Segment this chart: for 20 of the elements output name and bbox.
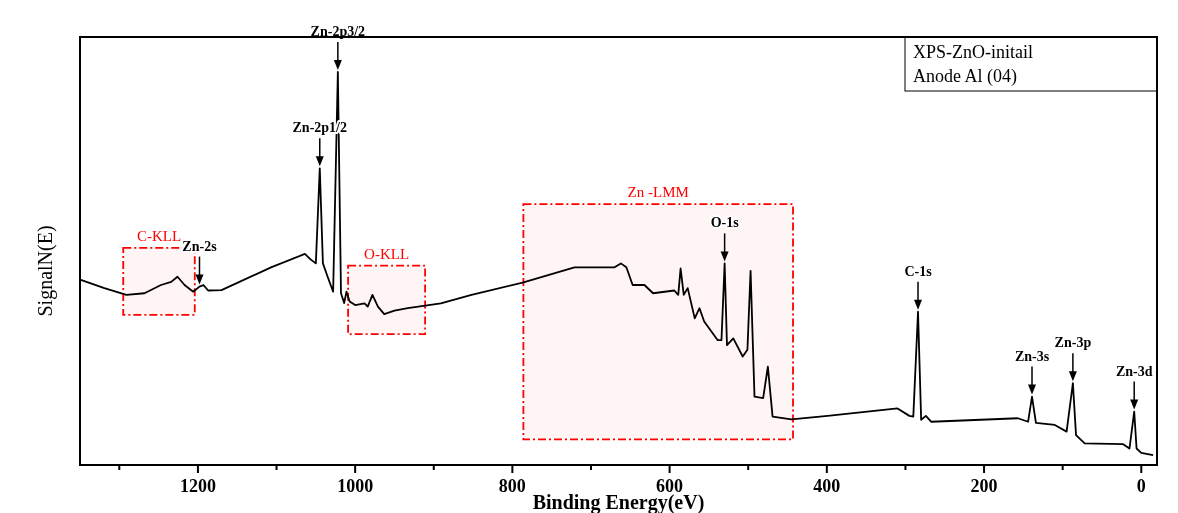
x-tick-label: 1000	[337, 476, 374, 496]
annotation: C-1s	[904, 263, 933, 279]
annotation: Anode Al (04)	[913, 66, 1017, 87]
text: XPS-ZnO-initail	[913, 42, 1033, 62]
annotation: Zn-3s	[1014, 348, 1050, 364]
annotation: O-1s	[710, 215, 740, 231]
band-label: Zn -LMM	[627, 184, 689, 201]
band-label: C-KLL	[136, 227, 182, 244]
y-axis-title: SignalN(E)	[34, 225, 57, 317]
x-tick-label: 1200	[179, 476, 216, 496]
annotation: Zn-3d	[1115, 363, 1153, 379]
x-tick-label: 200	[970, 476, 998, 496]
x-tick-label: 0	[1136, 476, 1146, 496]
annotation: Zn-2p3/2	[310, 24, 366, 39]
x-tick-label: 400	[813, 476, 841, 496]
annotation: Zn-2s	[182, 238, 218, 254]
x-axis-title: Binding Energy(eV)	[532, 491, 705, 513]
band-label: O-KLL	[364, 245, 410, 262]
annotation: Zn-3p	[1054, 335, 1092, 351]
x-tick-label: 800	[498, 476, 526, 496]
